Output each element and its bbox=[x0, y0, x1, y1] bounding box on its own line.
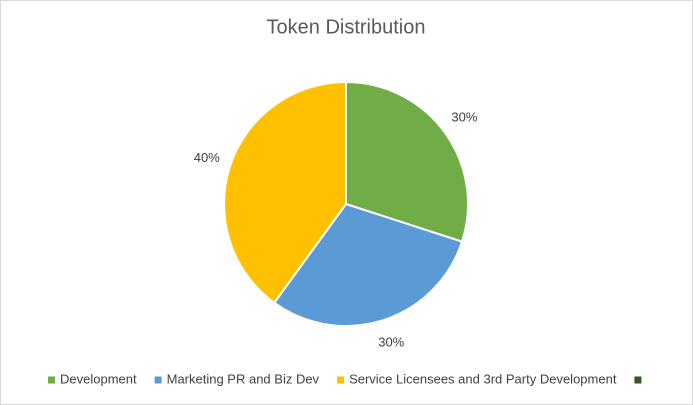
chart-title: Token Distribution bbox=[267, 16, 426, 38]
pie-slice bbox=[223, 80, 347, 305]
data-label: 30% bbox=[378, 335, 404, 350]
legend-swatch bbox=[337, 376, 345, 384]
legend-label: Service Licensees and 3rd Party Developm… bbox=[349, 371, 617, 386]
data-label: 30% bbox=[451, 109, 477, 124]
pie-slice bbox=[272, 202, 464, 327]
legend-swatch bbox=[48, 376, 55, 384]
legend-swatch bbox=[154, 376, 162, 384]
pie-slice bbox=[345, 80, 469, 243]
data-label: 40% bbox=[194, 150, 220, 165]
legend-label: Development bbox=[60, 371, 137, 386]
legend-label: Marketing PR and Biz Dev bbox=[167, 371, 320, 386]
legend-swatch bbox=[634, 376, 642, 384]
